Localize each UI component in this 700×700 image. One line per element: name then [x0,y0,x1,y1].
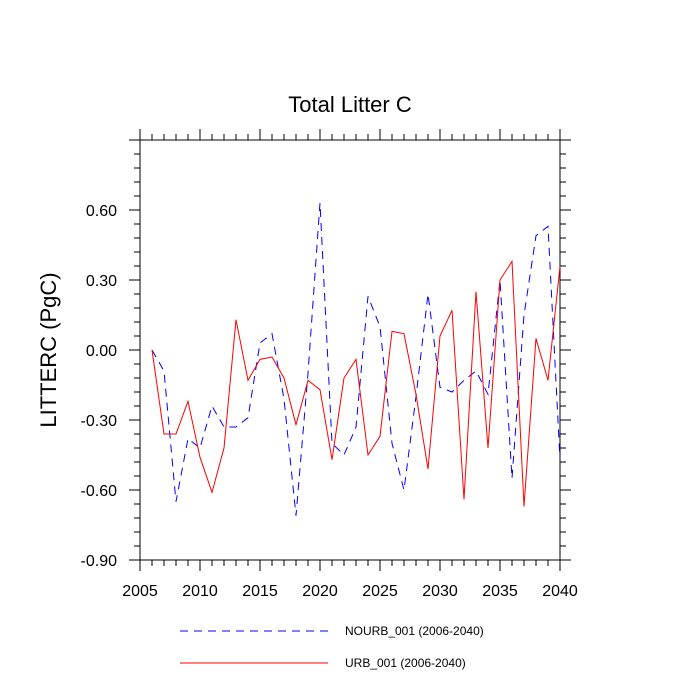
y-tick-label: 0.60 [86,203,117,220]
plot-frame [139,139,561,561]
tick-labels: 2005 2010 2015 2020 2025 2030 2035 2040 -0.90 -0.… [81,203,578,600]
y-axis-label: LITTERC (PgC) [36,272,61,427]
series-lines [151,202,561,516]
x-tick-label: 2005 [122,583,158,600]
chart-title: Total Litter C [288,92,412,117]
axis-ticks [129,129,571,571]
series-line-2 [151,259,561,507]
x-tick-label: 2015 [242,583,278,600]
series-line-1 [151,202,561,516]
x-tick-label: 2025 [362,583,398,600]
x-tick-label: 2030 [422,583,458,600]
x-tick-label: 2035 [482,583,518,600]
legend: NOURB_001 (2006-2040) URB_001 (2006-2040) [180,624,484,670]
y-tick-label: -0.60 [81,483,118,500]
y-tick-label: -0.90 [81,553,118,570]
y-tick-label: 0.30 [86,273,117,290]
x-tick-label: 2020 [302,583,338,600]
legend-label-2: URB_001 (2006-2040) [345,656,466,670]
x-tick-label: 2010 [182,583,218,600]
y-tick-label: 0.00 [86,343,117,360]
x-tick-label: 2040 [542,583,578,600]
y-tick-label: -0.30 [81,413,118,430]
legend-label-1: NOURB_001 (2006-2040) [345,624,484,638]
